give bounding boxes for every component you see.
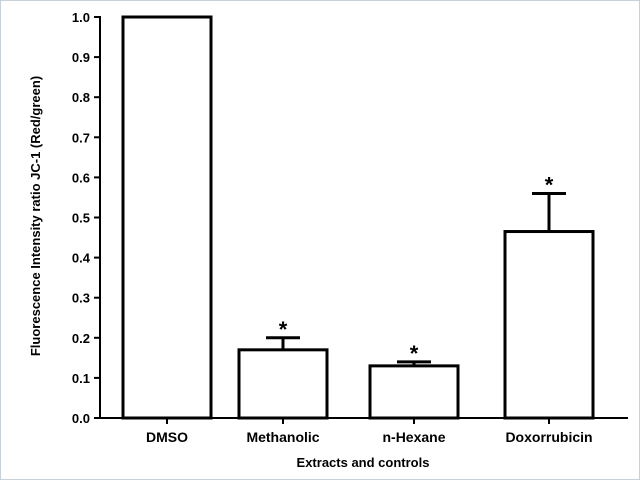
x-axis-title: Extracts and controls <box>297 455 430 470</box>
bar-n-hexane <box>368 364 460 420</box>
bars <box>121 15 595 420</box>
x-axis: DMSO Methanolic n-Hexane Doxorrubicin <box>99 417 628 445</box>
y-tick-label: 0.8 <box>72 90 90 105</box>
y-tick-label: 0.7 <box>72 130 90 145</box>
x-tick-label: n-Hexane <box>382 429 445 445</box>
y-tick-label: 0.6 <box>72 170 90 185</box>
x-tick-label: Methanolic <box>246 429 319 445</box>
bar-dmso <box>121 15 213 420</box>
y-tick-label: 0.1 <box>72 371 90 386</box>
x-tick-label: Doxorrubicin <box>505 429 592 445</box>
y-axis-title: Fluorescence Intensity ratio JC-1 (Red/g… <box>28 76 43 356</box>
y-tick-label: 0.4 <box>72 251 91 266</box>
bar-methanolic <box>237 348 329 420</box>
error-bars <box>266 191 566 366</box>
y-tick-label: 1.0 <box>72 10 90 25</box>
significance-markers: * * * <box>279 172 554 365</box>
significance-marker: * <box>279 317 288 342</box>
bar-doxorrubicin <box>503 230 595 420</box>
significance-marker: * <box>545 172 554 197</box>
y-tick-label: 0.2 <box>72 331 90 346</box>
significance-marker: * <box>410 341 419 366</box>
y-tick-label: 0.0 <box>72 411 90 426</box>
y-tick-label: 0.3 <box>72 291 90 306</box>
y-axis: 0.0 0.1 0.2 0.3 0.4 0.5 0.6 0.7 0.8 0.9 1.0 <box>72 10 101 426</box>
y-tick-label: 0.9 <box>72 50 90 65</box>
x-tick-label: DMSO <box>146 429 188 445</box>
y-tick-label: 0.5 <box>72 211 90 226</box>
